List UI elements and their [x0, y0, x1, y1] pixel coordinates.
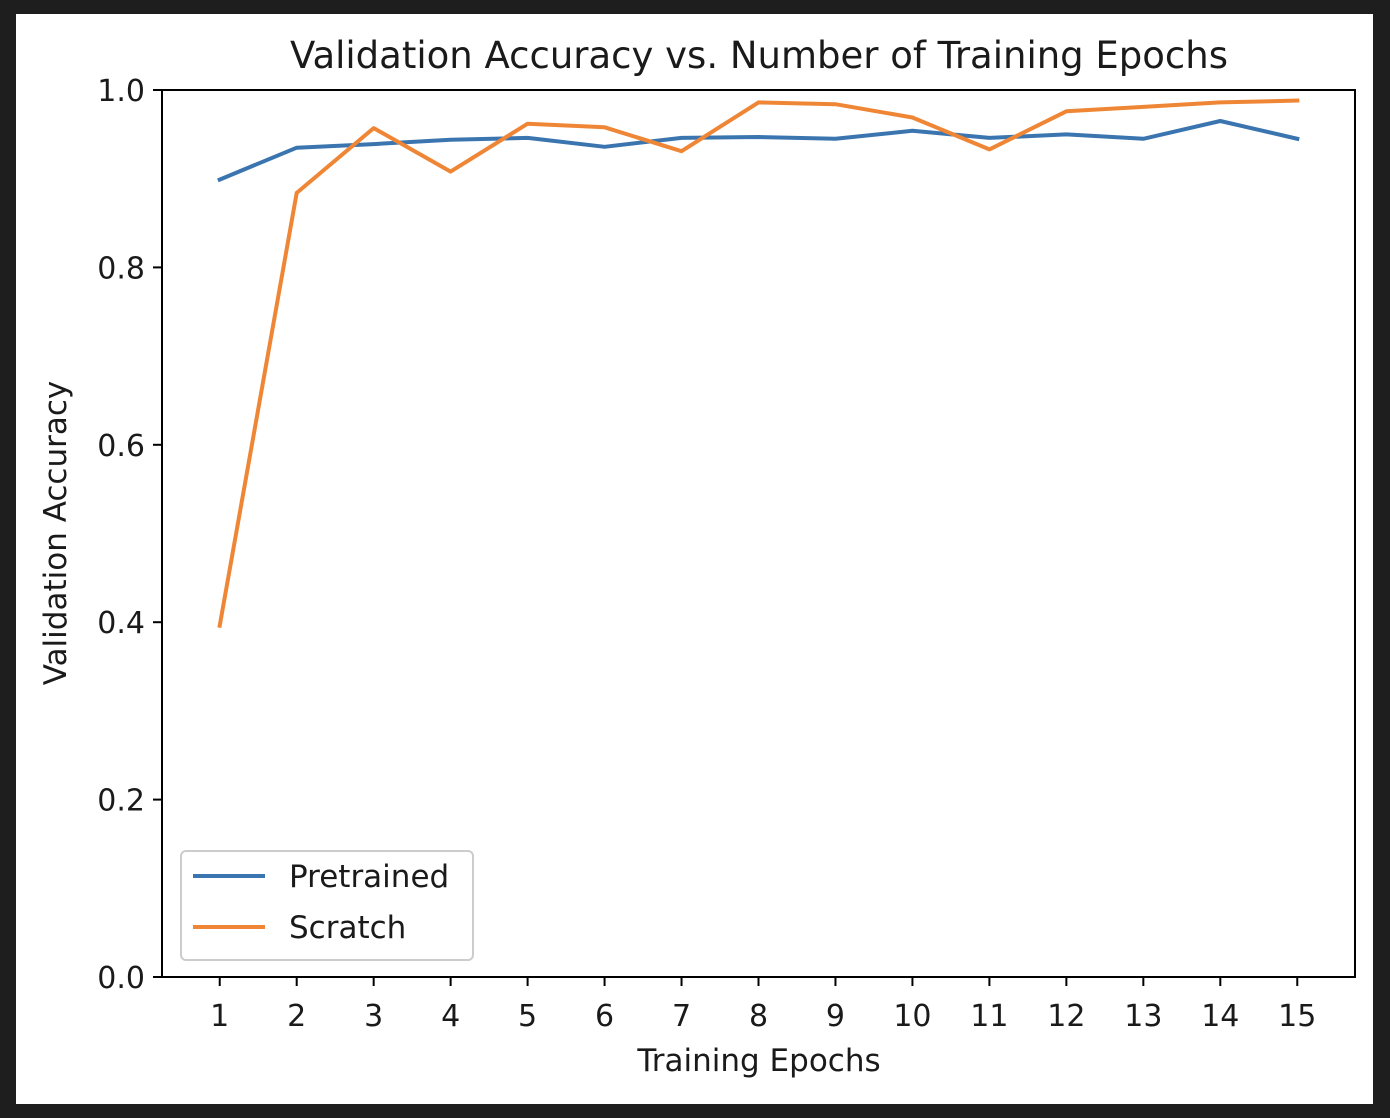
x-tick-label: 10 [893, 999, 931, 1034]
x-tick-label: 2 [287, 999, 306, 1034]
x-tick-label: 13 [1124, 999, 1162, 1034]
y-tick-label: 0.8 [97, 251, 145, 286]
legend-box [180, 850, 474, 961]
x-tick-label: 4 [441, 999, 460, 1034]
x-tick-label: 3 [364, 999, 383, 1034]
plot-area [217, 98, 1300, 629]
x-tick-label: 9 [826, 999, 845, 1034]
x-tick-label: 14 [1201, 999, 1239, 1034]
legend-label-pretrained: Pretrained [289, 859, 449, 895]
plot-frame [161, 89, 1356, 978]
x-tick-label: 11 [970, 999, 1008, 1034]
x-axis: 1 2 3 4 5 6 7 8 9 10 11 12 13 14 15 [210, 977, 1316, 1034]
legend: Pretrained Scratch [180, 850, 474, 961]
x-tick-label: 5 [518, 999, 537, 1034]
y-axis-label: Validation Accuracy [38, 381, 74, 685]
x-tick-label: 1 [210, 999, 229, 1034]
series-line-scratch [217, 98, 1300, 629]
x-tick-label: 12 [1047, 999, 1085, 1034]
x-tick-label: 15 [1278, 999, 1316, 1034]
y-tick-label: 0.0 [97, 961, 145, 996]
legend-label-scratch: Scratch [289, 910, 406, 946]
x-tick-label: 8 [749, 999, 768, 1034]
y-tick-label: 1.0 [97, 74, 145, 109]
y-axis: 0.0 0.2 0.4 0.6 0.8 1.0 [97, 74, 162, 996]
y-tick-label: 0.6 [97, 429, 145, 464]
chart-title: Validation Accuracy vs. Number of Traini… [290, 34, 1228, 77]
series-line-pretrained [217, 119, 1300, 183]
x-axis-label: Training Epochs [636, 1043, 880, 1079]
x-tick-label: 7 [672, 999, 691, 1034]
y-tick-label: 0.2 [97, 784, 145, 819]
y-tick-label: 0.4 [97, 606, 145, 641]
x-tick-label: 6 [595, 999, 614, 1034]
